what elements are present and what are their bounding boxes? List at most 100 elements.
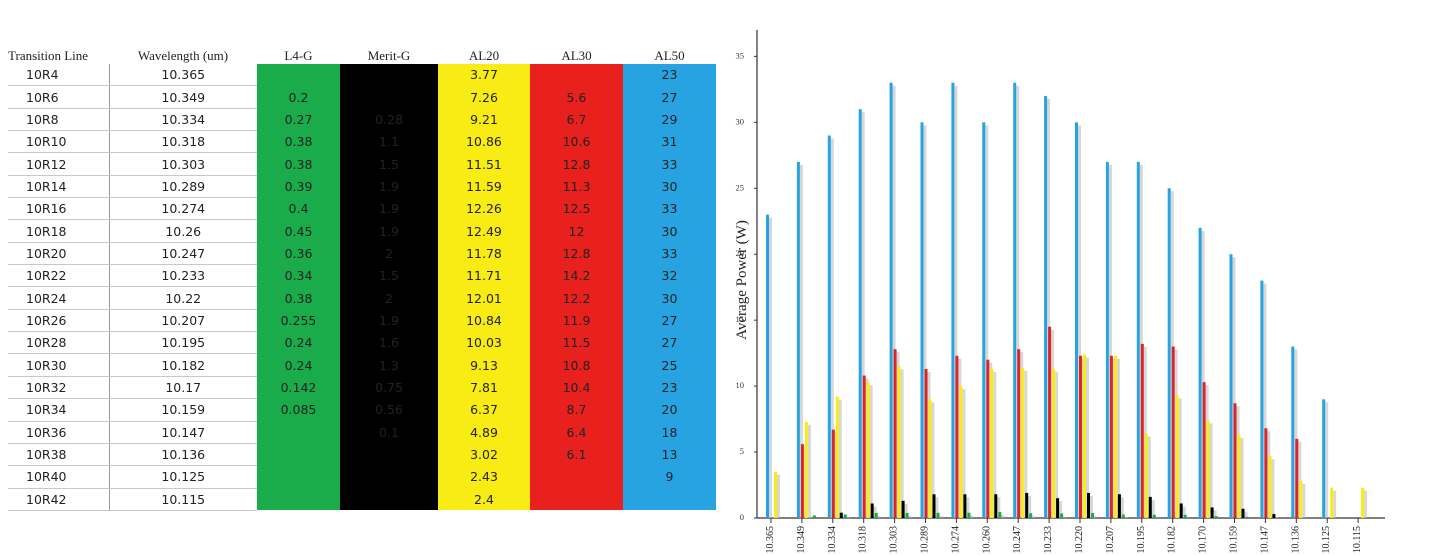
bar-shadow <box>1078 125 1081 518</box>
cell-al50: 13 <box>623 443 716 466</box>
cell-l4g <box>257 443 340 466</box>
cell-al50: 23 <box>623 64 716 86</box>
header-l4g: L4-G <box>284 48 313 63</box>
cell-l4g: 0.255 <box>257 309 340 332</box>
cell-transition-line: 10R4 <box>8 64 110 87</box>
cell-transition-line: 10R42 <box>8 488 110 511</box>
bar-shadow <box>1086 357 1089 518</box>
table-header-row: Transition Line Wavelength (um) L4-G Mer… <box>8 47 716 64</box>
bar-shadow <box>1333 490 1337 518</box>
bar-shadow <box>985 125 989 518</box>
cell-wavelength: 10.233 <box>109 264 257 288</box>
bar-shadow <box>1047 98 1051 518</box>
cell-transition-line: 10R8 <box>8 108 110 132</box>
cell-al50: 27 <box>623 85 716 109</box>
x-tick-label: 10.247 <box>1012 526 1023 554</box>
cell-l4g: 0.24 <box>257 331 340 354</box>
y-tick-label: 15 <box>736 314 745 324</box>
bar <box>1322 399 1326 518</box>
cell-al30: 8.7 <box>530 398 623 421</box>
bar <box>1179 503 1183 518</box>
bar-shadow <box>1325 402 1329 518</box>
bar <box>1087 492 1090 518</box>
bar <box>1144 433 1148 518</box>
bar-shadow <box>993 371 997 518</box>
bar <box>1121 514 1125 518</box>
table-row: 10R30 10.182 0.24 1.3 9.13 10.8 25 <box>8 353 716 377</box>
bar-shadow <box>1143 346 1147 518</box>
cell-l4g: 0.142 <box>257 376 340 399</box>
cell-al30: 10.4 <box>530 376 623 399</box>
bar <box>1268 456 1272 518</box>
cell-transition-line: 10R38 <box>8 443 110 467</box>
bar <box>936 512 940 518</box>
cell-wavelength: 10.365 <box>109 64 257 87</box>
y-tick-label: 35 <box>736 50 745 60</box>
y-tick-label: 20 <box>736 248 745 258</box>
cell-al20: 12.26 <box>438 197 530 220</box>
bar-shadow <box>1209 423 1213 518</box>
cell-transition-line: 10R16 <box>8 197 110 221</box>
bar <box>1206 420 1210 518</box>
bar-shadow <box>1232 257 1236 518</box>
bar <box>1052 368 1056 518</box>
bar <box>843 514 847 518</box>
bar-shadow <box>861 112 865 518</box>
cell-al20: 11.71 <box>438 264 530 287</box>
cell-transition-line: 10R34 <box>8 398 110 422</box>
bar-shadow <box>1116 358 1120 518</box>
bar <box>1136 161 1140 518</box>
bar-shadow <box>1364 490 1368 518</box>
bar <box>831 429 835 518</box>
bar <box>990 368 994 518</box>
cell-transition-line: 10R36 <box>8 421 110 444</box>
bar <box>955 355 959 518</box>
x-tick-label: 10.334 <box>827 526 838 554</box>
cell-wavelength: 10.125 <box>109 465 257 489</box>
header-wavelength: Wavelength (um) <box>137 48 229 63</box>
bar-shadow <box>1120 497 1124 518</box>
x-tick-label: 10.318 <box>858 526 869 554</box>
header-al20: AL20 <box>468 48 500 63</box>
bar <box>812 515 816 518</box>
cell-transition-line: 10R24 <box>8 286 110 310</box>
cell-wavelength: 10.159 <box>109 398 257 422</box>
bar <box>951 82 955 518</box>
cell-al50: 30 <box>623 219 716 243</box>
cell-al20: 9.13 <box>438 353 530 377</box>
bar <box>920 122 924 518</box>
cell-merit-g: 2 <box>340 242 438 265</box>
bar <box>1241 508 1245 518</box>
bar-shadow <box>1059 501 1063 518</box>
bar-shadow <box>954 85 958 518</box>
bar-shadow <box>1032 516 1036 518</box>
x-tick-label: 10.233 <box>1043 526 1054 554</box>
header-merit-g: Merit-G <box>367 48 411 63</box>
x-tick-label: 10.220 <box>1074 526 1085 554</box>
bar <box>1198 227 1202 519</box>
bar <box>1091 512 1094 518</box>
bar <box>1272 514 1276 518</box>
bar <box>994 494 998 518</box>
cell-wavelength: 10.26 <box>109 219 257 243</box>
cell-al30: 14.2 <box>530 264 623 287</box>
cell-al50: 18 <box>623 421 716 444</box>
bar <box>1109 355 1113 518</box>
cell-merit-g <box>340 488 438 511</box>
cell-l4g: 0.2 <box>257 85 340 109</box>
bar-shadow <box>1147 436 1151 518</box>
cell-al20: 9.21 <box>438 108 530 131</box>
cell-merit-g <box>340 85 438 109</box>
cell-transition-line: 10R14 <box>8 175 110 199</box>
bar <box>1017 349 1021 518</box>
cell-merit-g: 0.1 <box>340 421 438 444</box>
bar-shadow <box>1298 441 1302 518</box>
cell-al20: 2.43 <box>438 465 530 489</box>
cell-wavelength: 10.182 <box>109 353 257 377</box>
bar <box>827 135 831 518</box>
bar <box>1210 507 1214 518</box>
cell-merit-g: 1.3 <box>340 353 438 377</box>
cell-al20: 10.03 <box>438 331 530 354</box>
cell-merit-g: 1.5 <box>340 264 438 287</box>
cell-merit-g: 1.9 <box>340 309 438 332</box>
